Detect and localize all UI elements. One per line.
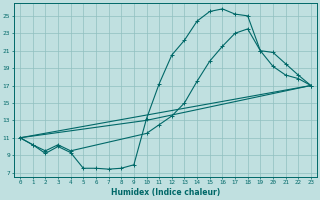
X-axis label: Humidex (Indice chaleur): Humidex (Indice chaleur) (111, 188, 220, 197)
